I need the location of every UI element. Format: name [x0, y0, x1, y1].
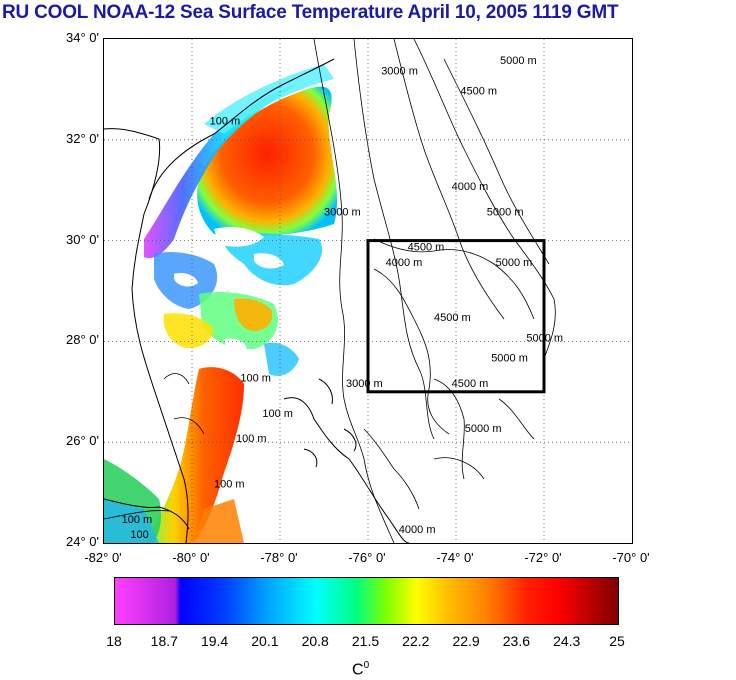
- longitude-label: -74° 0': [436, 550, 474, 565]
- colorbar-tick-label: 18.7: [150, 633, 178, 649]
- latitude-label: 24° 0': [66, 534, 99, 549]
- contour-label: 4500 m: [460, 85, 497, 97]
- contour-label: 3000 m: [346, 378, 383, 390]
- coastlines: [104, 58, 410, 543]
- colorbar-tick-label: 24.3: [553, 633, 581, 649]
- latitude-label: 28° 0': [66, 332, 99, 348]
- page-title: RU COOL NOAA-12 Sea Surface Temperature …: [2, 2, 619, 23]
- sst-map-canvas: 3000 m 5000 m 4500 m 100 m 4000 m 5000 m 3000 …: [104, 39, 632, 543]
- contour-label: 100 m: [122, 514, 153, 526]
- contour-label: 4500 m: [434, 312, 471, 324]
- sst-map: 3000 m 5000 m 4500 m 100 m 4000 m 5000 m 3000 …: [103, 38, 633, 544]
- colorbar-unit-base: C: [352, 661, 364, 679]
- contour-label: 5000 m: [496, 257, 533, 269]
- contour-label: 4500 m: [452, 378, 489, 390]
- contour-label: 5000 m: [465, 423, 502, 435]
- contour-label: 100 m: [236, 433, 267, 445]
- colorbar-unit: C0: [352, 660, 369, 679]
- colorbar-tick-label: 25: [609, 633, 625, 649]
- contour-label: 100 m: [214, 479, 245, 491]
- longitude-label: -78° 0': [260, 550, 298, 565]
- contour-label: 4000 m: [452, 181, 489, 193]
- colorbar-tick-label: 23.6: [502, 633, 531, 649]
- longitude-label: -76° 0': [348, 550, 386, 565]
- longitude-label: -80° 0': [172, 550, 210, 565]
- longitude-label: -70° 0': [612, 550, 650, 565]
- contour-label: 4000 m: [386, 257, 423, 269]
- latitude-label: 32° 0': [66, 130, 99, 146]
- sst-imagery: [104, 64, 338, 543]
- contour-label: 4500 m: [408, 242, 445, 254]
- contour-label: 3000 m: [324, 206, 361, 218]
- contour-label: 5000 m: [500, 55, 537, 67]
- colorbar-unit-sup: 0: [363, 660, 370, 671]
- longitude-label: -82° 0': [84, 550, 122, 565]
- colorbar-tick-label: 18: [106, 633, 122, 649]
- colorbar-tick-label: 22.9: [452, 633, 480, 649]
- bathymetry-contours: [104, 39, 556, 543]
- colorbar: [114, 577, 619, 625]
- colorbar-tick-label: 19.4: [200, 633, 229, 649]
- contour-label: 100 m: [240, 373, 271, 385]
- contour-label: 100: [130, 529, 148, 541]
- contour-label: 3000 m: [381, 65, 418, 77]
- latitude-label: 34° 0': [66, 30, 99, 45]
- colorbar-tick-label: 21.5: [351, 633, 380, 649]
- latitude-label: 26° 0': [66, 433, 99, 449]
- contour-label: 4000 m: [399, 524, 436, 536]
- contour-label: 100 m: [262, 408, 293, 420]
- contour-label: 5000 m: [487, 206, 524, 218]
- contour-labels: 3000 m 5000 m 4500 m 100 m 4000 m 5000 m 3000 …: [122, 55, 564, 541]
- colorbar-tick-label: 22.2: [402, 633, 430, 649]
- contour-label: 5000 m: [526, 332, 563, 344]
- study-area-box: [366, 239, 546, 394]
- colorbar-tick-label: 20.1: [251, 633, 279, 649]
- colorbar-tick-label: 20.8: [301, 633, 329, 649]
- contour-label: 5000 m: [491, 353, 528, 365]
- latitude-label: 30° 0': [66, 231, 99, 247]
- contour-label: 100 m: [210, 116, 241, 128]
- longitude-label: -72° 0': [524, 550, 562, 565]
